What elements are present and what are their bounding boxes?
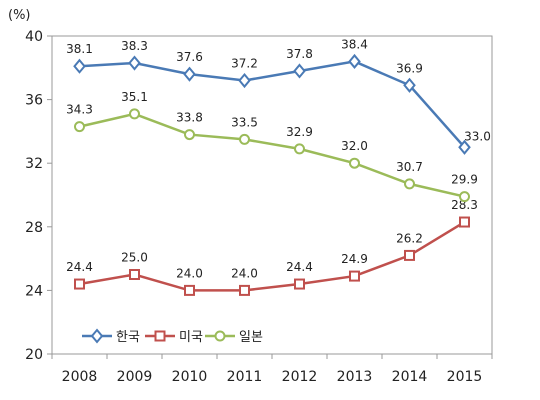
data-point-marker [73, 58, 86, 74]
data-label: 33.0 [464, 129, 491, 143]
data-label: 37.6 [176, 50, 203, 64]
data-point-marker [74, 278, 85, 290]
y-unit-label: (%) [8, 8, 31, 23]
x-tick-label: 2010 [172, 369, 208, 385]
data-label: 24.9 [341, 252, 368, 266]
x-tick-label: 2008 [62, 369, 98, 385]
data-point-marker [184, 129, 195, 141]
data-point-marker [129, 269, 140, 280]
legend-marker [154, 330, 166, 342]
data-label: 24.4 [286, 260, 313, 274]
data-label: 38.4 [341, 37, 368, 51]
legend-marker [90, 328, 104, 344]
data-point-marker [348, 53, 361, 70]
data-point-marker [459, 216, 470, 228]
data-label: 24.0 [176, 266, 203, 280]
data-point-marker [129, 108, 140, 120]
y-tick-label: 24 [25, 283, 43, 299]
legend-marker [214, 330, 226, 342]
data-label: 30.7 [396, 160, 423, 174]
data-point-marker [294, 143, 305, 155]
data-point-marker [458, 139, 471, 155]
data-point-marker [238, 72, 251, 89]
data-point-marker [184, 284, 195, 296]
data-label: 33.5 [231, 115, 258, 129]
data-point-marker [74, 121, 85, 133]
legend-label: 미국 [179, 330, 203, 345]
data-point-marker [403, 77, 416, 93]
x-tick-label: 2015 [447, 369, 483, 385]
data-point-marker [349, 270, 360, 282]
x-axis-ticks: 2008 2009 2010 2011 2012 2013 2014 2015 [51, 354, 493, 385]
x-tick-label: 2013 [337, 369, 373, 385]
data-label: 38.3 [121, 39, 148, 53]
data-label: 35.1 [121, 90, 148, 104]
series-line [79, 60, 466, 149]
data-point-marker [128, 55, 141, 71]
legend-label: 한국 [116, 330, 140, 345]
y-tick-label: 28 [25, 220, 43, 236]
data-label: 37.8 [286, 47, 313, 61]
data-point-marker [459, 191, 470, 203]
x-tick-label: 2009 [117, 369, 153, 385]
series-line [79, 220, 466, 292]
data-label: 28.3 [451, 198, 478, 212]
data-point-marker [239, 284, 250, 296]
data-label: 32.9 [286, 125, 313, 139]
data-label: 38.1 [66, 42, 93, 56]
legend-item: 한국 [82, 328, 140, 345]
data-point-marker [349, 157, 360, 169]
data-label: 26.2 [396, 231, 423, 245]
y-tick-label: 32 [25, 156, 43, 172]
y-tick-label: 36 [25, 93, 43, 109]
x-tick-label: 2011 [227, 369, 263, 385]
series-square: 24.4 25.0 24.0 24.0 24.4 24.9 26.2 28.3 [66, 198, 478, 296]
data-point-marker [404, 178, 415, 190]
plot-area [51, 35, 493, 355]
data-point-marker [183, 66, 196, 82]
data-label: 33.8 [176, 111, 203, 125]
data-label: 37.2 [231, 57, 258, 71]
series-circle: 34.3 35.1 33.8 33.5 32.9 32.0 30.7 29.9 [66, 90, 478, 203]
x-tick-label: 2014 [392, 369, 428, 385]
data-point-marker [294, 278, 305, 290]
series-line [79, 112, 465, 198]
y-tick-label: 40 [25, 29, 43, 45]
legend-label: 일본 [239, 330, 263, 345]
data-label: 25.0 [121, 251, 148, 265]
data-label: 32.0 [341, 139, 368, 153]
series-diamond: 38.1 38.3 37.6 37.2 37.8 38.4 36.9 33.0 [66, 37, 491, 155]
data-point-marker [239, 133, 250, 145]
data-label: 34.3 [66, 103, 93, 117]
data-label: 36.9 [396, 61, 423, 75]
legend: 한국 미국 일본 [82, 328, 263, 345]
data-label: 24.0 [231, 266, 258, 280]
legend-item: 일본 [205, 330, 263, 345]
x-tick-label: 2012 [282, 369, 318, 385]
y-axis-ticks: 20 24 28 32 36 40 [25, 29, 52, 363]
data-label: 29.9 [451, 173, 478, 187]
legend-item: 미국 [145, 330, 203, 345]
y-tick-label: 20 [25, 347, 43, 363]
data-point-marker [404, 249, 415, 261]
series-layer: 38.1 38.3 37.6 37.2 37.8 38.4 36.9 33.0 24.4 25.0… [66, 37, 491, 296]
data-point-marker [293, 63, 306, 79]
data-label: 24.4 [66, 260, 93, 274]
